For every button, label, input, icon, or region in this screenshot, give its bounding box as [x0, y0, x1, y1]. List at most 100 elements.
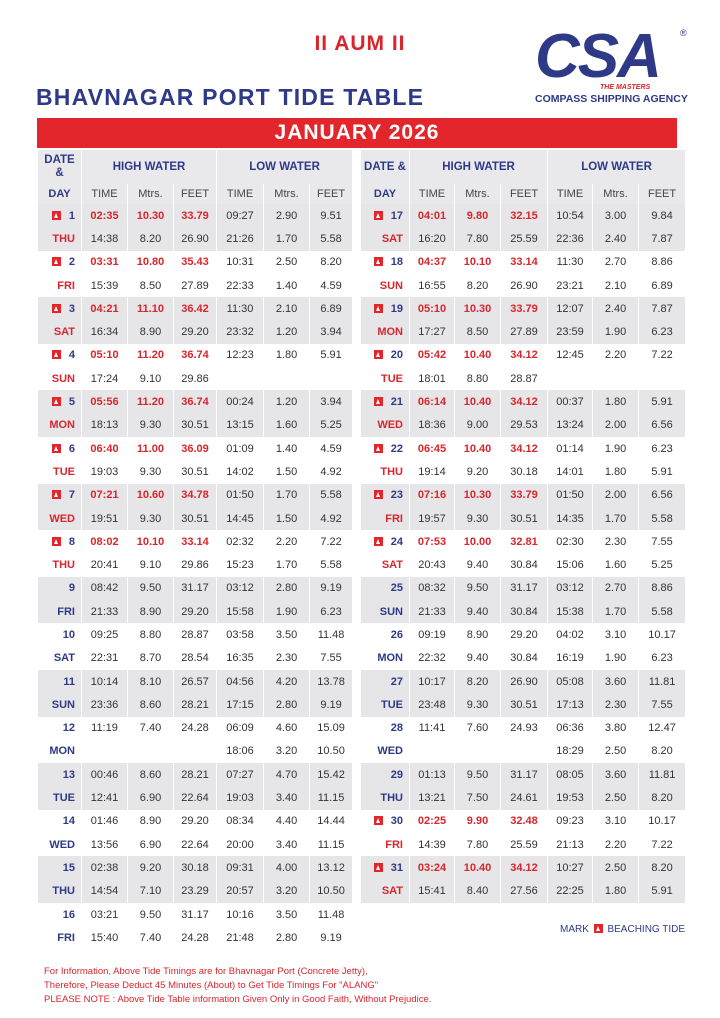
metres: 3.50 [264, 623, 310, 647]
metres: 3.00 [593, 204, 639, 228]
day: FRI [361, 506, 409, 531]
feet: 7.22 [639, 833, 686, 857]
time: 22:31 [82, 646, 127, 670]
metres: 8.60 [128, 693, 173, 717]
metres: 3.80 [593, 716, 639, 740]
feet [501, 739, 548, 764]
time [82, 739, 127, 764]
time: 17:15 [217, 693, 264, 717]
time: 20:57 [217, 879, 264, 903]
tide-row: 30 02:25 9.90 32.48 09:23 3.10 10.17 [361, 809, 686, 834]
metres: 1.70 [593, 600, 639, 624]
tide-row: 26 09:19 8.90 29.20 04:02 3.10 10.17 [361, 623, 686, 647]
date: 13 [38, 763, 81, 787]
feet: 4.59 [310, 436, 353, 461]
metres: 1.50 [264, 506, 310, 531]
metres: 3.10 [593, 623, 639, 647]
metres: 10.40 [455, 856, 500, 880]
metres: 9.10 [128, 367, 173, 391]
time: 09:19 [410, 623, 454, 647]
time: 10:17 [410, 669, 454, 694]
tide-row: MON 18:06 3.20 10.50 [38, 739, 353, 764]
tide-row: SAT 16:20 7.80 25.59 22:36 2.40 7.87 [361, 227, 686, 251]
time: 13:24 [548, 413, 593, 437]
time: 01:14 [548, 436, 593, 461]
metres: 2.00 [593, 413, 639, 437]
date-number: 16 [62, 908, 75, 921]
time: 17:27 [410, 320, 454, 344]
legend-mark: MARK [560, 924, 589, 935]
legend-icon [593, 924, 603, 933]
feet: 30.84 [501, 646, 548, 670]
metres: 4.40 [264, 809, 310, 834]
logo-mark: CSA [535, 22, 662, 91]
time: 17:24 [82, 367, 127, 391]
date: 4 [38, 343, 81, 368]
date: 24 [361, 530, 409, 554]
tide-row: FRI 19:57 9.30 30.51 14:35 1.70 5.58 [361, 506, 686, 531]
time: 06:14 [410, 390, 454, 414]
time: 02:32 [217, 530, 264, 554]
time: 03:24 [410, 856, 454, 880]
feet: 5.58 [639, 600, 686, 624]
metres: 1.50 [264, 460, 310, 484]
metres-header: Mtrs. [593, 184, 639, 204]
feet: 8.20 [639, 739, 686, 764]
metres: 3.60 [593, 763, 639, 787]
feet: 7.87 [639, 297, 686, 321]
date-number: 12 [62, 722, 75, 735]
feet: 36.74 [174, 390, 217, 414]
metres: 2.30 [593, 693, 639, 717]
feet: 6.23 [639, 646, 686, 670]
tide-row: 27 10:17 8.20 26.90 05:08 3.60 11.81 [361, 669, 686, 694]
date: 25 [361, 576, 409, 601]
time: 08:34 [217, 809, 264, 834]
feet: 30.18 [174, 856, 217, 880]
feet: 29.20 [174, 809, 217, 834]
tide-row: 16 03:21 9.50 31.17 10:16 3.50 11.48 [38, 902, 353, 927]
feet: 31.17 [501, 763, 548, 787]
day-name: WED [377, 419, 403, 432]
beaching-mark [51, 490, 61, 500]
feet: 4.59 [310, 273, 353, 298]
feet: 29.86 [174, 367, 217, 391]
feet: 11.15 [310, 786, 353, 810]
metres: 3.60 [593, 669, 639, 694]
time: 04:02 [548, 623, 593, 647]
time: 04:37 [410, 250, 454, 274]
metres: 10.10 [128, 530, 173, 554]
day: TUE [38, 460, 81, 484]
date-number: 25 [390, 582, 403, 595]
feet: 29.86 [174, 553, 217, 577]
metres: 9.40 [455, 600, 500, 624]
day: SAT [38, 646, 81, 670]
feet: 6.56 [639, 483, 686, 507]
time: 21:26 [217, 227, 264, 251]
feet: 34.12 [501, 436, 548, 461]
tide-row: MON 17:27 8.50 27.89 23:59 1.90 6.23 [361, 320, 686, 344]
date: 2 [38, 250, 81, 274]
metres: 3.10 [593, 809, 639, 834]
time: 12:45 [548, 343, 593, 368]
time-header: TIME [82, 184, 127, 204]
header-row: DAY TIME Mtrs. FEET TIME Mtrs. FEET [361, 184, 686, 204]
feet: 11.15 [310, 833, 353, 857]
beaching-mark [373, 536, 383, 546]
time: 05:10 [82, 343, 127, 368]
tide-row: WED 18:29 2.50 8.20 [361, 739, 686, 764]
day-name: WED [377, 745, 403, 758]
date: 20 [361, 343, 409, 368]
day: THU [38, 227, 81, 251]
beaching-mark [373, 350, 383, 360]
tide-row: 8 08:02 10.10 33.14 02:32 2.20 7.22 [38, 530, 353, 554]
time: 10:16 [217, 902, 264, 927]
feet: 30.18 [501, 460, 548, 484]
feet: 25.59 [501, 227, 548, 251]
feet: 32.48 [501, 809, 548, 834]
tide-row: 24 07:53 10.00 32.81 02:30 2.30 7.55 [361, 530, 686, 554]
metres: 10.30 [455, 297, 500, 321]
feet: 28.21 [174, 693, 217, 717]
feet: 34.78 [174, 483, 217, 507]
time: 09:27 [217, 204, 264, 228]
metres-header: Mtrs. [128, 184, 173, 204]
